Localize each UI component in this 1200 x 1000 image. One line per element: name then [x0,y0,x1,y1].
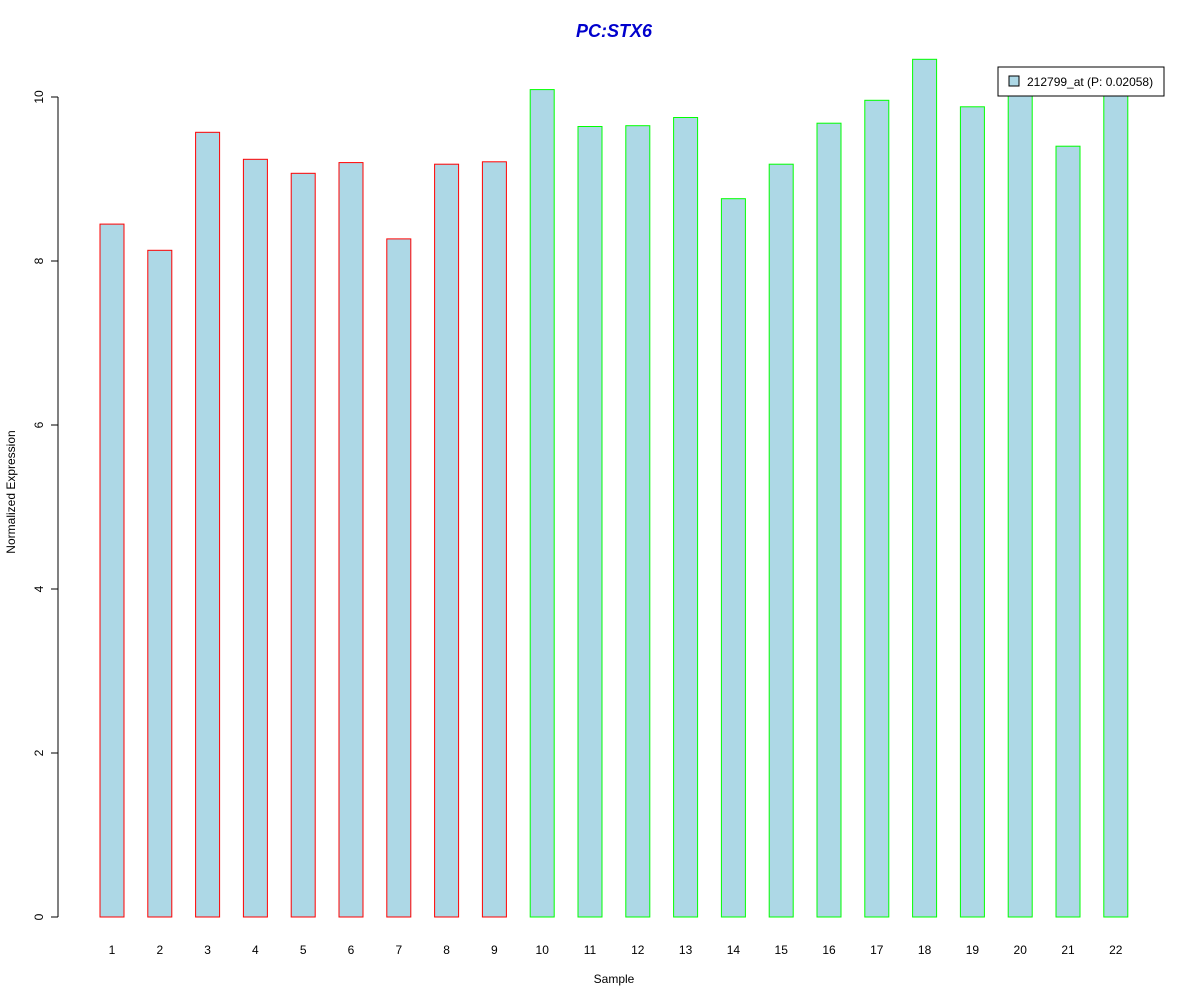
x-tick-label: 10 [536,943,550,957]
x-tick-label: 15 [775,943,789,957]
bars [99,58,1129,918]
x-tick-label: 21 [1061,943,1075,957]
x-tick-label: 17 [870,943,884,957]
bar-sample-10 [529,89,555,918]
chart-title: PC:STX6 [576,21,653,41]
bar-sample-5 [290,172,316,918]
bar-sample-6 [338,162,364,918]
legend: 212799_at (P: 0.02058) [997,66,1165,97]
x-tick-label: 7 [395,943,402,957]
x-tick-label: 1 [109,943,116,957]
y-tick-label: 10 [32,90,46,104]
legend-swatch [1008,75,1020,87]
x-axis-label: Sample [594,972,635,986]
x-tick-label: 12 [631,943,645,957]
x-tick-label: 22 [1109,943,1123,957]
x-tick-label: 6 [348,943,355,957]
bar-sample-21 [1055,145,1081,918]
bar-sample-1 [99,223,125,918]
y-axis-label: Normalized Expression [4,430,18,553]
y-tick-label: 0 [32,913,46,920]
bar-sample-3 [195,131,221,918]
x-tick-label: 8 [443,943,450,957]
bar-sample-8 [434,163,460,918]
x-tick-label: 20 [1014,943,1028,957]
bar-sample-18 [912,58,938,918]
y-tick-label: 8 [32,257,46,264]
x-tick-label: 18 [918,943,932,957]
bar-sample-20 [1007,88,1033,918]
bar-sample-4 [242,158,268,918]
bar-sample-19 [959,106,985,918]
x-tick-label: 11 [584,943,597,957]
y-tick-label: 6 [32,421,46,428]
bar-sample-22 [1103,88,1129,918]
bar-sample-14 [720,198,746,918]
legend-box [997,66,1165,97]
bar-sample-9 [481,161,507,918]
x-tick-label: 4 [252,943,259,957]
x-tick-label: 16 [822,943,836,957]
x-tick-label: 2 [156,943,163,957]
x-tick-label: 9 [491,943,498,957]
x-tick-label: 5 [300,943,307,957]
x-tick-label: 3 [204,943,211,957]
x-tick-labels: 1 2 3 4 5 6 7 8 9 10 11 12 13 14 15 16 17 18 19 20 21 22 [109,943,1123,957]
y-axis: 0 2 4 6 8 10 [32,90,59,920]
bar-sample-13 [673,117,699,918]
bar-sample-2 [147,249,173,918]
bar-sample-12 [625,125,651,918]
y-tick-label: 4 [32,585,46,592]
bar-sample-15 [768,163,794,918]
legend-label: 212799_at (P: 0.02058) [1027,75,1153,89]
x-tick-label: 19 [966,943,980,957]
bar-sample-17 [864,99,890,918]
x-tick-label: 14 [727,943,741,957]
bar-sample-11 [577,126,603,918]
bar-sample-16 [816,122,842,918]
x-tick-label: 13 [679,943,693,957]
y-tick-label: 2 [32,749,46,756]
bar-sample-7 [386,238,412,918]
